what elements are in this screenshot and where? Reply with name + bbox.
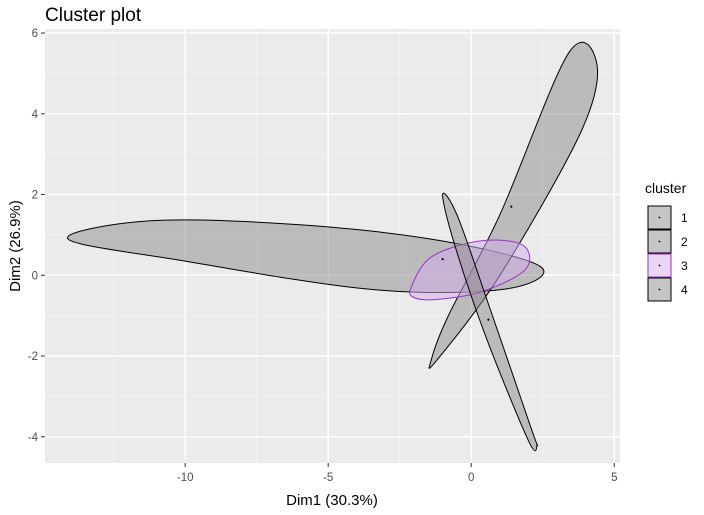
cluster-point-1 (441, 258, 444, 261)
legend-title: cluster (645, 180, 687, 196)
legend-label-2: 2 (681, 235, 688, 249)
y-tick-label: -4 (28, 432, 39, 444)
x-tick-label: -5 (323, 472, 333, 484)
y-axis-title: Dim2 (26.9%) (7, 200, 24, 292)
legend: 1 2 3 4 (647, 205, 688, 302)
cluster-point-2 (510, 205, 513, 208)
legend-key-point-1 (658, 216, 661, 219)
y-tick-label: 2 (32, 190, 38, 202)
cluster-ellipses (67, 41, 599, 452)
legend-label-3: 3 (681, 259, 688, 273)
x-tick-label: 5 (611, 472, 617, 484)
x-axis-title: Dim1 (30.3%) (286, 492, 378, 509)
x-tick-label: 0 (468, 472, 474, 484)
y-tick-label: 4 (32, 109, 39, 121)
legend-label-1: 1 (681, 211, 688, 225)
legend-key-point-2 (658, 240, 661, 243)
y-tick-label: -2 (28, 351, 38, 363)
chart-title: Cluster plot (45, 5, 142, 26)
cluster-points (441, 205, 513, 321)
y-axis-ticks: -4 -2 0 2 4 6 (28, 28, 45, 444)
legend-key-point-4 (658, 288, 661, 291)
legend-label-4: 4 (681, 283, 688, 297)
legend-key-point-3 (658, 264, 661, 267)
cluster-point-4 (487, 318, 490, 321)
x-axis-ticks: -10 -5 0 5 (177, 463, 617, 484)
x-tick-label: -10 (177, 472, 194, 484)
y-tick-label: 6 (32, 28, 38, 40)
y-tick-label: 0 (32, 270, 38, 282)
cluster-ellipse-4 (442, 192, 539, 452)
